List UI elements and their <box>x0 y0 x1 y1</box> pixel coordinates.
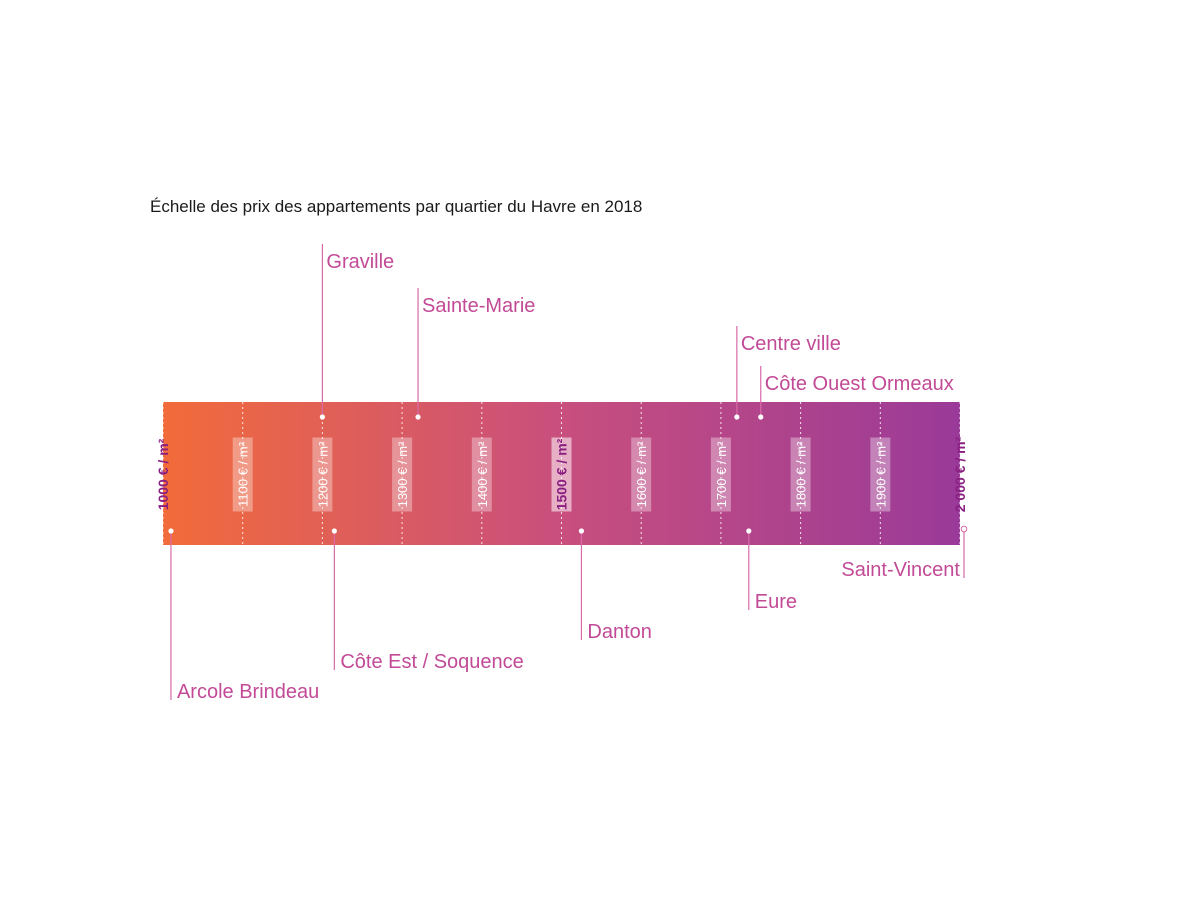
tick-1400: 1400 € / m² <box>471 402 492 545</box>
district-cote-ouest-ormeaux: Côte Ouest Ormeaux <box>758 366 954 420</box>
district-label: Arcole Brindeau <box>177 681 319 703</box>
district-eure: Eure <box>746 528 797 613</box>
district-marker <box>758 414 764 420</box>
tick-label-box <box>312 437 333 512</box>
chart-title: Échelle des prix des appartements par qu… <box>150 197 642 216</box>
tick-1300: 1300 € / m² <box>392 402 413 545</box>
tick-label: 1700 € / m² <box>714 441 729 507</box>
district-danton: Danton <box>578 528 652 643</box>
tick-1800: 1800 € / m² <box>790 402 811 545</box>
district-marker <box>415 414 421 420</box>
tick-label-box <box>710 437 731 512</box>
tick-1500: 1500 € / m² <box>551 402 572 545</box>
tick-1200: 1200 € / m² <box>312 402 333 545</box>
district-arcole-brindeau: Arcole Brindeau <box>168 528 319 703</box>
tick-2000: 2 000 € / m² <box>952 402 968 545</box>
tick-1900: 1900 € / m² <box>870 402 891 545</box>
district-label: Centre ville <box>741 333 841 355</box>
tick-label: 1900 € / m² <box>873 441 888 507</box>
tick-1600: 1600 € / m² <box>631 402 652 545</box>
tick-label-box <box>471 437 492 512</box>
tick-label-box <box>870 437 891 512</box>
district-marker <box>331 528 337 534</box>
district-marker <box>168 528 174 534</box>
district-label: Danton <box>587 621 652 643</box>
district-label: Eure <box>755 591 797 613</box>
district-marker <box>960 525 968 533</box>
district-label: Sainte-Marie <box>422 295 535 317</box>
district-marker <box>578 528 585 534</box>
tick-label-box <box>392 437 413 512</box>
tick-label: 1600 € / m² <box>634 441 649 507</box>
district-layer: Graville Sainte-Marie Centre ville Côte Oue… <box>168 244 968 703</box>
tick-layer: 1000 € / m² 1100 € / m² 1200 € / m² 1300 € … <box>155 402 968 545</box>
district-saint-vincent: Saint-Vincent <box>841 525 968 581</box>
district-label: Saint-Vincent <box>841 559 960 581</box>
district-centre-ville: Centre ville <box>734 326 841 420</box>
district-sainte-marie: Sainte-Marie <box>415 288 535 420</box>
tick-label: 1100 € / m² <box>236 441 251 506</box>
tick-label-box <box>232 437 253 512</box>
tick-label-box <box>551 437 572 512</box>
tick-label: 1300 € / m² <box>395 441 410 507</box>
tick-1000: 1000 € / m² <box>155 402 171 545</box>
district-graville: Graville <box>319 244 394 420</box>
tick-label: 1400 € / m² <box>475 441 490 507</box>
tick-label: 1500 € / m² <box>554 438 570 510</box>
tick-1700: 1700 € / m² <box>710 402 731 545</box>
district-marker <box>734 414 740 420</box>
tick-label: 1200 € / m² <box>315 441 330 507</box>
district-label: Côte Est / Soquence <box>340 651 523 673</box>
district-marker <box>319 414 325 420</box>
district-marker <box>746 528 752 534</box>
tick-label-box <box>631 437 652 512</box>
tick-label: 1000 € / m² <box>155 438 171 510</box>
district-label: Côte Ouest Ormeaux <box>765 373 954 395</box>
district-label: Graville <box>326 251 394 273</box>
tick-label: 2 000 € / m² <box>952 436 968 512</box>
tick-label: 1800 € / m² <box>794 441 809 507</box>
tick-label-box <box>790 437 811 512</box>
tick-1100: 1100 € / m² <box>232 402 253 545</box>
district-cote-est-soquence: Côte Est / Soquence <box>331 528 524 673</box>
